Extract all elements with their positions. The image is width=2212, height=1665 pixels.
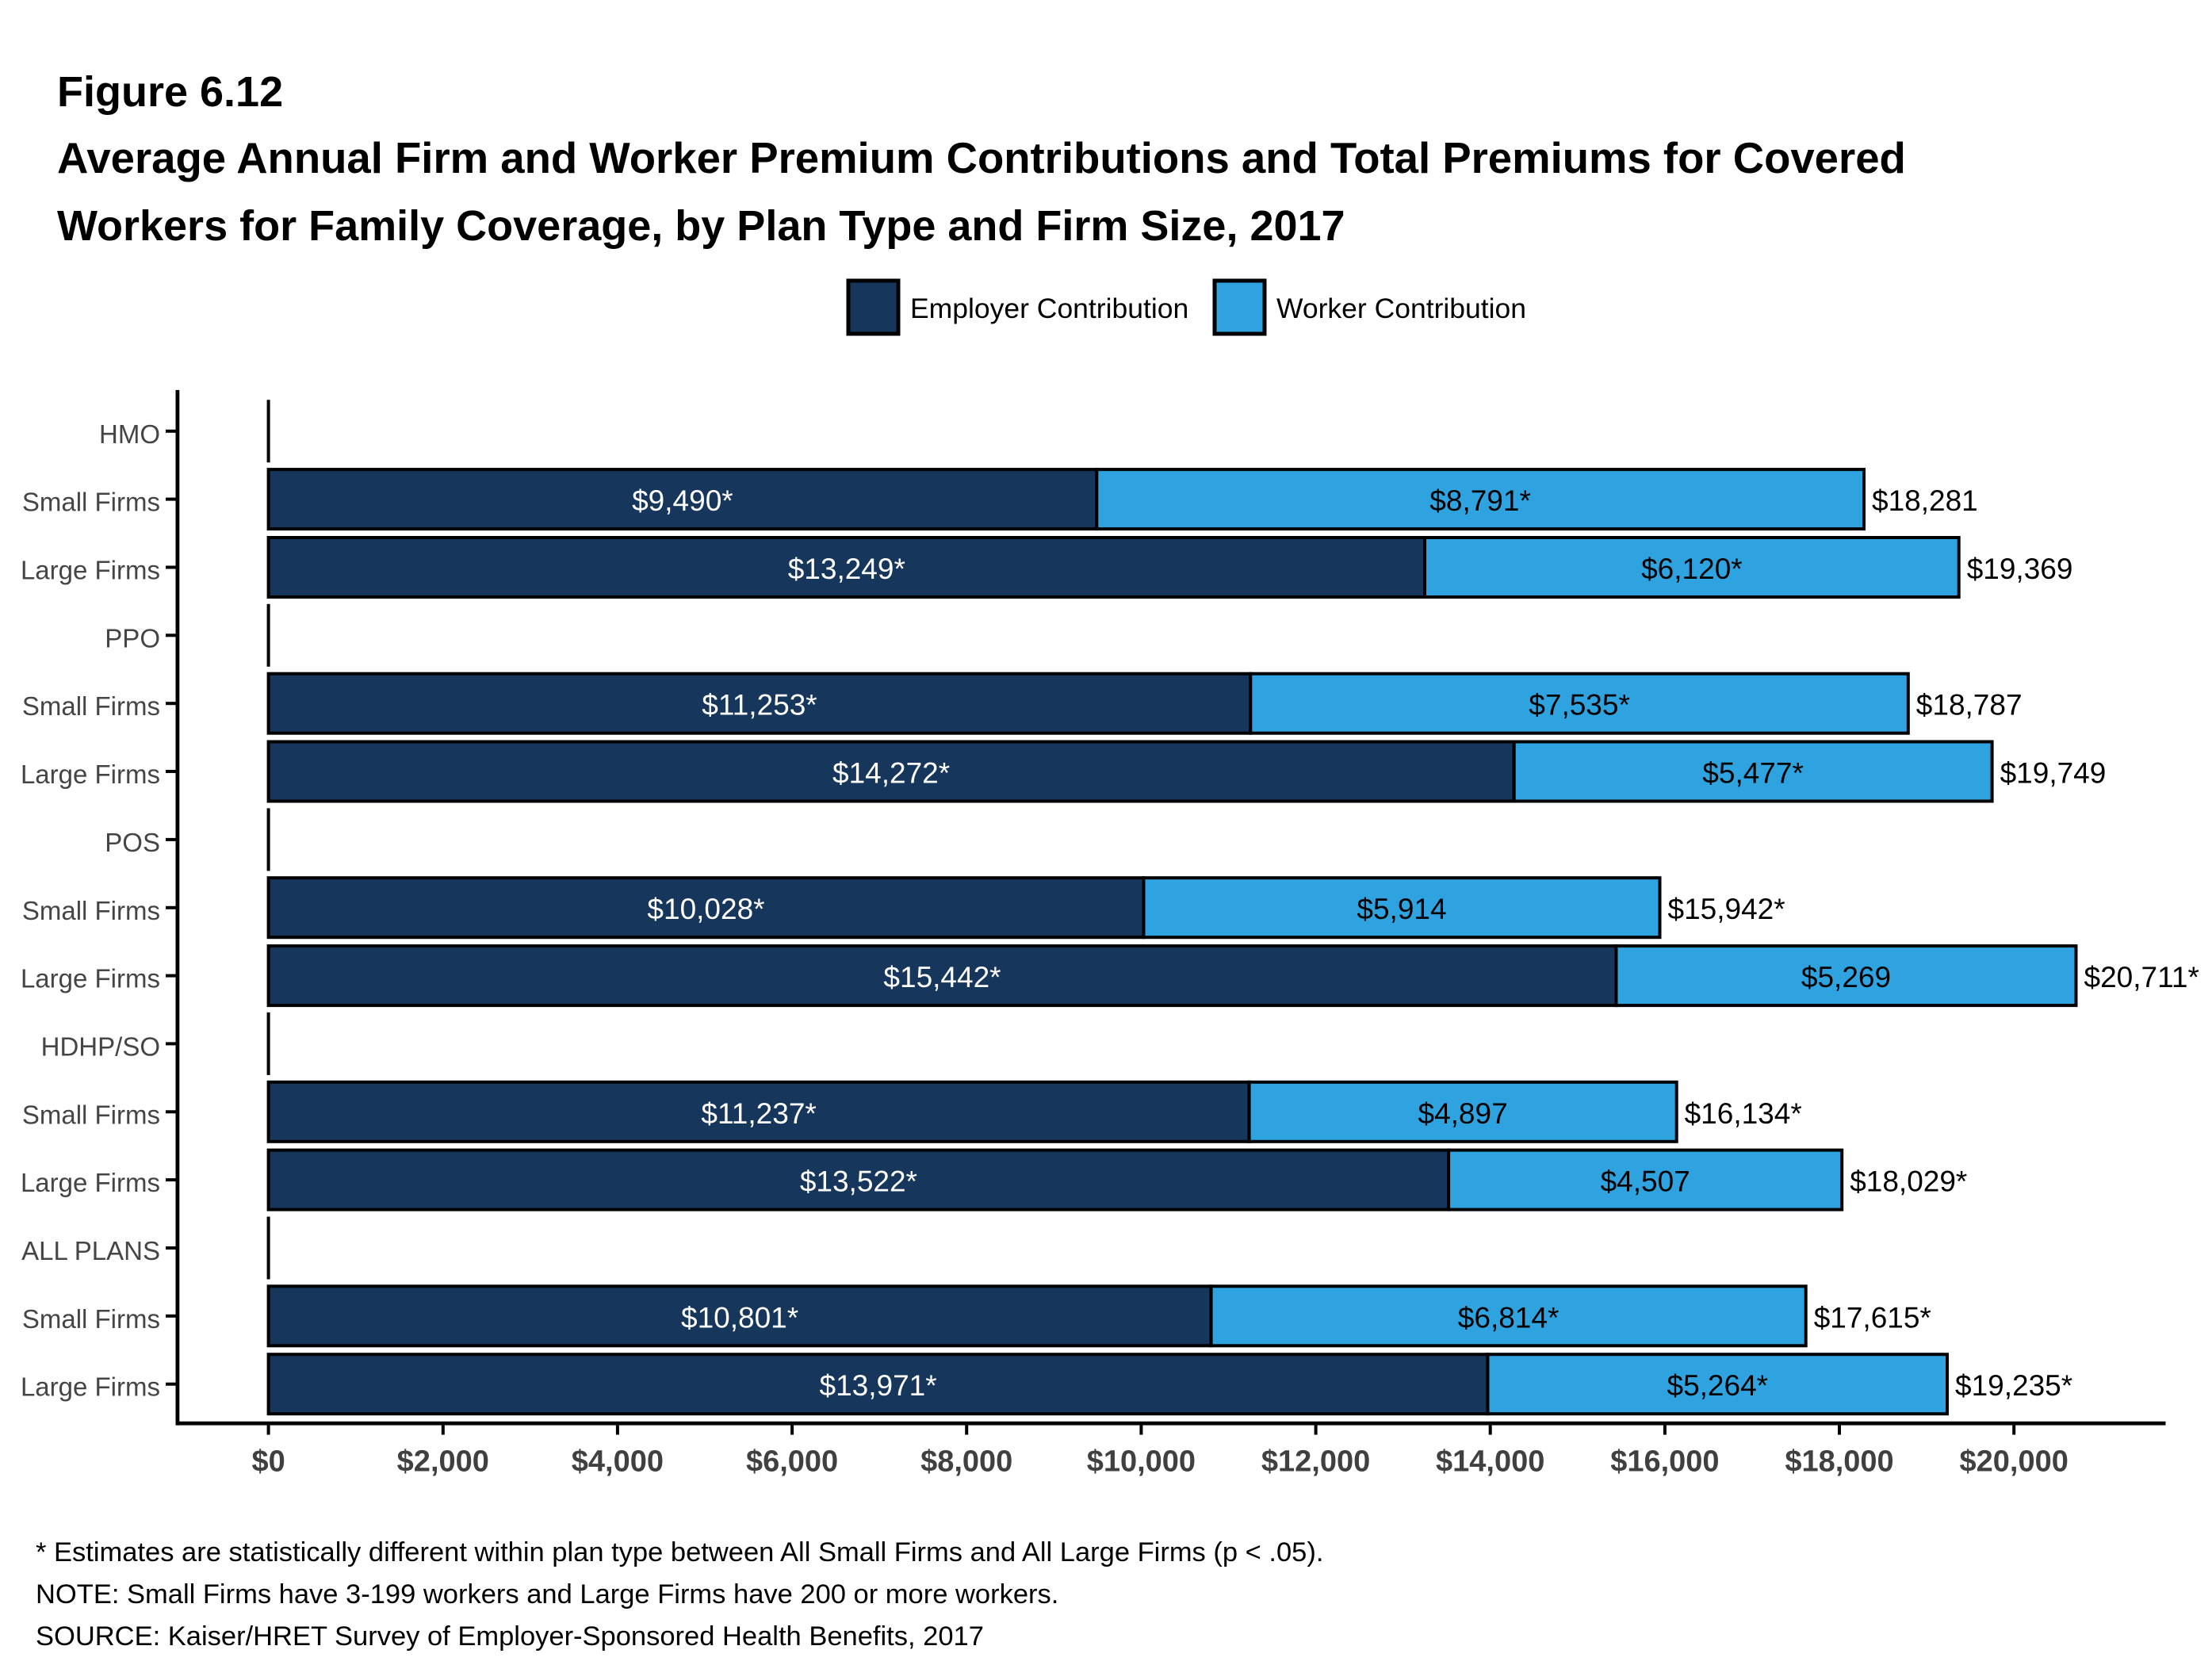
svg-text:$13,522*: $13,522*	[800, 1166, 917, 1198]
svg-text:Large Firms: Large Firms	[21, 1372, 160, 1402]
svg-text:$18,787: $18,787	[1916, 689, 2023, 722]
svg-text:$12,000: $12,000	[1261, 1445, 1370, 1479]
svg-text:Small Firms: Small Firms	[22, 1304, 160, 1334]
svg-text:Workers for Family Coverage, b: Workers for Family Coverage, by Plan Typ…	[57, 202, 1345, 250]
svg-text:Figure 6.12: Figure 6.12	[57, 68, 283, 116]
svg-text:$10,028*: $10,028*	[647, 893, 764, 925]
svg-text:$14,272*: $14,272*	[832, 757, 950, 790]
svg-text:$10,000: $10,000	[1087, 1445, 1196, 1479]
svg-text:$11,253*: $11,253*	[702, 689, 817, 722]
svg-text:* Estimates are statistically: * Estimates are statistically different …	[36, 1537, 1323, 1567]
svg-text:$16,000: $16,000	[1610, 1445, 1719, 1479]
svg-text:$11,237*: $11,237*	[701, 1097, 816, 1130]
svg-text:$10,801*: $10,801*	[681, 1301, 798, 1334]
svg-text:HDHP/SO: HDHP/SO	[41, 1032, 160, 1061]
svg-text:$13,971*: $13,971*	[820, 1369, 937, 1402]
svg-text:Small Firms: Small Firms	[22, 488, 160, 517]
svg-text:$5,914: $5,914	[1357, 893, 1446, 925]
svg-text:Average Annual Firm and Worker: Average Annual Firm and Worker Premium C…	[57, 134, 1906, 182]
svg-text:$19,369: $19,369	[1967, 553, 2073, 585]
svg-text:NOTE: Small Firms have 3-199 w: NOTE: Small Firms have 3-199 workers and…	[36, 1579, 1058, 1610]
svg-text:$8,000: $8,000	[920, 1445, 1012, 1479]
svg-text:Small Firms: Small Firms	[22, 1100, 160, 1129]
svg-text:Large Firms: Large Firms	[21, 556, 160, 585]
svg-text:$6,814*: $6,814*	[1458, 1301, 1559, 1334]
svg-text:$19,749: $19,749	[2000, 757, 2107, 790]
svg-text:$0: $0	[251, 1445, 285, 1479]
svg-text:$5,269: $5,269	[1801, 961, 1891, 993]
svg-text:$15,442*: $15,442*	[883, 961, 1001, 993]
svg-text:Small Firms: Small Firms	[22, 691, 160, 721]
svg-text:Large Firms: Large Firms	[21, 964, 160, 993]
svg-text:$9,490*: $9,490*	[632, 484, 733, 517]
svg-text:$17,615*: $17,615*	[1814, 1301, 1931, 1334]
svg-text:$20,000: $20,000	[1960, 1445, 2068, 1479]
svg-text:$13,249*: $13,249*	[788, 553, 905, 585]
svg-text:$8,791*: $8,791*	[1429, 484, 1531, 517]
svg-text:HMO: HMO	[99, 419, 160, 449]
svg-text:Large Firms: Large Firms	[21, 760, 160, 789]
svg-text:ALL PLANS: ALL PLANS	[21, 1236, 160, 1265]
svg-text:PPO: PPO	[105, 623, 160, 653]
svg-text:$14,000: $14,000	[1436, 1445, 1544, 1479]
svg-text:$15,942*: $15,942*	[1668, 893, 1785, 925]
svg-text:POS: POS	[105, 828, 160, 857]
svg-text:$18,281: $18,281	[1872, 484, 1978, 517]
svg-text:SOURCE: Kaiser/HRET Survey of: SOURCE: Kaiser/HRET Survey of Employer-S…	[36, 1621, 984, 1652]
svg-text:$18,029*: $18,029*	[1850, 1166, 1967, 1198]
svg-text:$4,000: $4,000	[572, 1445, 664, 1479]
svg-text:$6,000: $6,000	[746, 1445, 838, 1479]
svg-text:$2,000: $2,000	[397, 1445, 489, 1479]
svg-text:$5,477*: $5,477*	[1702, 757, 1804, 790]
svg-text:Worker Contribution: Worker Contribution	[1276, 293, 1526, 324]
svg-text:$20,711*: $20,711*	[2084, 961, 2199, 993]
svg-text:$18,000: $18,000	[1785, 1445, 1893, 1479]
svg-text:Employer Contribution: Employer Contribution	[910, 293, 1188, 324]
svg-text:Large Firms: Large Firms	[21, 1168, 160, 1197]
svg-text:$19,235*: $19,235*	[1955, 1369, 2072, 1402]
svg-text:$16,134*: $16,134*	[1685, 1097, 1802, 1130]
svg-text:$5,264*: $5,264*	[1667, 1369, 1769, 1402]
svg-text:$4,897: $4,897	[1418, 1097, 1508, 1130]
svg-text:$4,507: $4,507	[1601, 1166, 1690, 1198]
svg-text:Small Firms: Small Firms	[22, 896, 160, 925]
svg-text:$7,535*: $7,535*	[1529, 689, 1630, 722]
svg-text:$6,120*: $6,120*	[1641, 553, 1743, 585]
